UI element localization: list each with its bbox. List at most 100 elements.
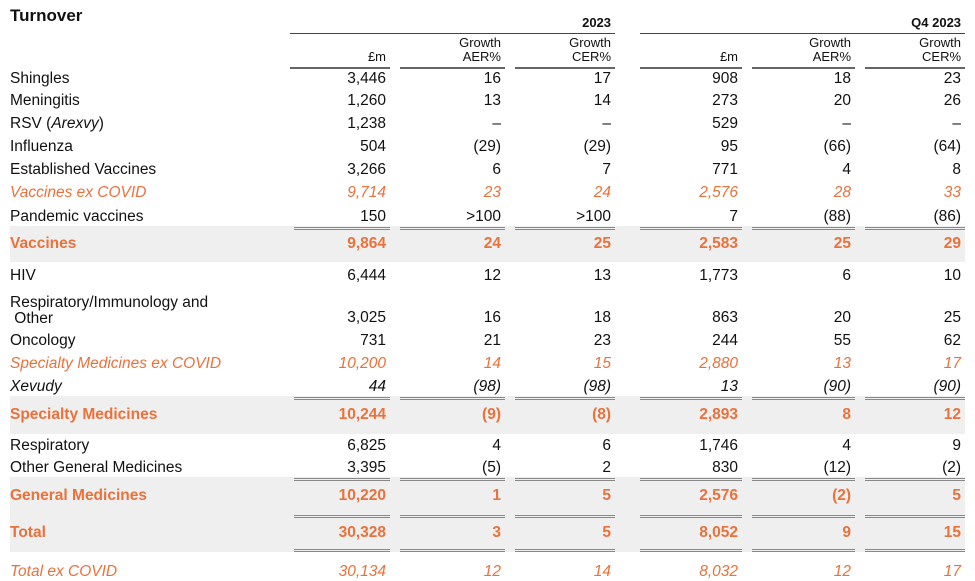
value-cell: 20 <box>833 309 852 326</box>
value-cell: (64) <box>933 138 962 155</box>
value-cell: 9,714 <box>347 184 386 201</box>
column-header-line1: Growth <box>459 35 501 50</box>
value-cell: (86) <box>933 208 962 225</box>
value-cell: 30,134 <box>338 563 386 580</box>
row-label: Specialty Medicines <box>10 396 290 434</box>
value-cell: 244 <box>712 332 739 349</box>
value-cell: 6,825 <box>347 437 386 454</box>
row-label: Influenza <box>10 138 73 155</box>
table-row: RSV (Arexvy) 1,238 – – 529 – – <box>10 110 965 133</box>
value-cell: 504 <box>360 138 386 155</box>
table-row: Total ex COVID 30,134 12 14 8,032 12 17 <box>10 552 965 581</box>
table-row: Vaccines ex COVID 9,714 23 24 2,576 28 33 <box>10 179 965 202</box>
column-header-line2: CER% <box>922 49 962 64</box>
value-cell: 13 <box>720 378 739 395</box>
value-cell: 95 <box>720 138 739 155</box>
column-header: £m <box>615 32 743 69</box>
value-cell: (66) <box>823 138 852 155</box>
column-header: Growth AER% <box>390 32 505 69</box>
value-cell: 25 <box>505 226 616 262</box>
value-cell: 3,395 <box>347 459 386 476</box>
row-label: Vaccines ex COVID <box>10 184 147 201</box>
value-cell: 16 <box>483 309 501 326</box>
turnover-table: Turnover 2023 Q4 2023 £m Growth AER% Growth… <box>10 6 966 581</box>
value-cell: 2,583 <box>615 226 743 262</box>
value-cell: 6 <box>842 267 852 284</box>
value-cell: 273 <box>712 92 739 109</box>
value-cell: 8,032 <box>699 563 739 580</box>
column-header: £m <box>290 32 390 69</box>
value-cell: 25 <box>943 309 962 326</box>
value-cell: 13 <box>833 355 852 372</box>
value-cell: 731 <box>360 332 386 349</box>
value-cell: 18 <box>593 309 612 326</box>
value-cell: 3,446 <box>347 70 386 87</box>
value-cell: 908 <box>712 70 739 87</box>
value-cell: 12 <box>855 396 966 434</box>
value-cell: 1 <box>390 477 505 514</box>
value-cell: 17 <box>943 355 962 372</box>
value-cell: (29) <box>583 138 612 155</box>
column-header: Growth CER% <box>505 32 616 69</box>
value-cell: 21 <box>483 332 501 349</box>
value-cell: – <box>842 115 852 132</box>
value-cell: 62 <box>943 332 962 349</box>
value-cell: >100 <box>466 208 501 225</box>
value-cell: (90) <box>933 378 962 395</box>
value-cell: 2 <box>602 459 612 476</box>
row-label-end: ) <box>98 115 104 132</box>
column-header-line2: AER% <box>812 49 852 64</box>
value-cell: 26 <box>943 92 962 109</box>
value-cell: 15 <box>593 355 612 372</box>
value-cell: 8,052 <box>615 514 743 552</box>
column-header-line1: Growth <box>809 35 852 50</box>
row-label-italic: Arexvy <box>51 115 99 132</box>
column-header: Growth AER% <box>742 32 856 69</box>
value-cell: 20 <box>833 92 852 109</box>
period-header-q4-2023: Q4 2023 <box>615 6 966 34</box>
table-title: Turnover <box>10 6 83 25</box>
value-cell: (98) <box>473 378 501 395</box>
value-cell: 2,893 <box>615 396 743 434</box>
value-cell: 150 <box>360 208 386 225</box>
value-cell: 23 <box>593 332 612 349</box>
value-cell: 4 <box>842 437 852 454</box>
table-row: General Medicines 10,220 1 5 2,576 (2) 5 <box>10 477 966 514</box>
value-cell: 771 <box>712 161 739 178</box>
value-cell: 17 <box>943 563 962 580</box>
value-cell: 2,576 <box>699 184 739 201</box>
table-row: Influenza 504 (29) (29) 95 (66) (64) <box>10 133 965 156</box>
value-cell: 3,025 <box>347 309 386 326</box>
value-cell: 44 <box>368 378 386 395</box>
value-cell: (90) <box>823 378 852 395</box>
table-row: Oncology 731 21 23 244 55 62 <box>10 327 965 350</box>
table-row: Meningitis 1,260 13 14 273 20 26 <box>10 88 965 110</box>
value-cell: 5 <box>505 514 616 552</box>
header-spacer <box>10 32 290 66</box>
column-header: Growth CER% <box>855 32 966 69</box>
value-cell: 3 <box>390 514 505 552</box>
table-row: Specialty Medicines ex COVID 10,200 14 15 2,… <box>10 350 965 373</box>
value-cell: 529 <box>712 115 739 132</box>
value-cell: 1,746 <box>699 437 739 454</box>
value-cell: 863 <box>712 309 739 326</box>
column-header-line2: AER% <box>462 49 501 64</box>
value-cell: – <box>492 115 501 132</box>
row-label: Total ex COVID <box>10 563 118 580</box>
table-row: Pandemic vaccines 150 >100 >100 7 (88) (86) <box>10 202 965 226</box>
table-row: Vaccines 9,864 24 25 2,583 25 29 <box>10 226 966 262</box>
table-row: Total 30,328 3 5 8,052 9 15 <box>10 514 966 552</box>
table-row: HIV 6,444 12 13 1,773 6 10 <box>10 262 965 285</box>
value-cell: 24 <box>593 184 612 201</box>
value-cell: 12 <box>483 267 501 284</box>
row-label: Established Vaccines <box>10 161 157 178</box>
value-cell: (29) <box>473 138 501 155</box>
value-cell: 17 <box>593 70 612 87</box>
value-cell: 9,864 <box>290 226 390 262</box>
value-cell: 10,220 <box>290 477 390 514</box>
value-cell: 30,328 <box>290 514 390 552</box>
value-cell: 5 <box>855 477 966 514</box>
row-label: Meningitis <box>10 92 80 109</box>
period-header-2023: 2023 <box>290 6 616 34</box>
value-cell: – <box>952 115 962 132</box>
